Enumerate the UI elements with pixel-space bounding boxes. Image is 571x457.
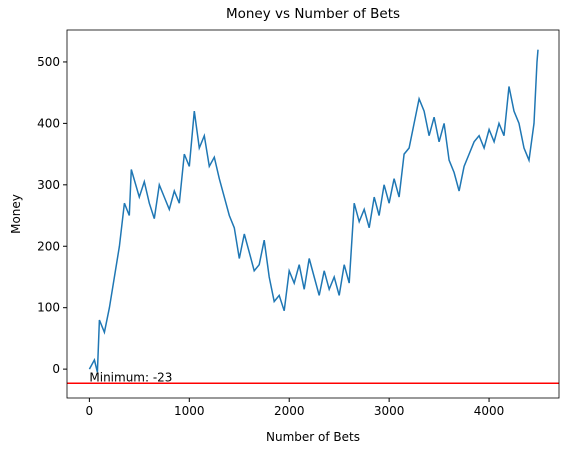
annotation: Minimum: -23 <box>89 370 172 384</box>
chart-title: Money vs Number of Bets <box>226 6 400 22</box>
y-axis-label: Money <box>9 194 23 234</box>
x-axis-label: Number of Bets <box>266 430 360 444</box>
y-tick-label: 300 <box>37 178 60 192</box>
y-tick-label: 100 <box>37 301 60 315</box>
data-line <box>88 49 539 373</box>
plot-frame <box>66 29 560 399</box>
x-tick-label: 2000 <box>274 404 305 418</box>
y-tick-label: 200 <box>37 239 60 253</box>
y-tick-label: 0 <box>52 362 60 376</box>
x-tick-label: 3000 <box>374 404 405 418</box>
y-tick-label: 400 <box>37 116 60 130</box>
x-tick-label: 4000 <box>474 404 505 418</box>
y-tick-label: 500 <box>37 55 60 69</box>
x-tick-label: 0 <box>86 404 94 418</box>
x-tick-label: 1000 <box>174 404 205 418</box>
